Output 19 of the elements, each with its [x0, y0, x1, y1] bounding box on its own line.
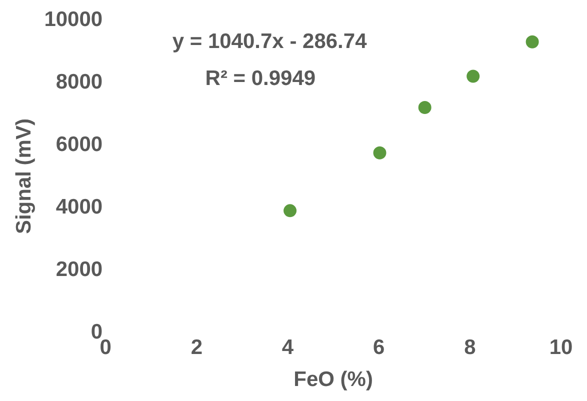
point: [284, 204, 297, 218]
x-tick-label: 10: [549, 336, 573, 359]
x-axis-title: FeO (%): [294, 368, 373, 392]
point: [526, 35, 539, 48]
y-tick-label: 8000: [56, 70, 103, 94]
annotation: y = 1040.7x - 286.74: [172, 30, 368, 53]
y-tick-label: 4000: [56, 195, 103, 218]
y-tick-label: 2000: [56, 258, 103, 281]
x-tick-label: 2: [190, 336, 203, 359]
y-axis-title: Signal (mV): [12, 118, 36, 234]
y-tick-label: 10000: [44, 8, 103, 31]
y-tick-label: 6000: [56, 132, 103, 156]
point: [418, 101, 432, 114]
x-tick-label: 8: [464, 336, 476, 359]
x-tick-label: 4: [282, 336, 294, 359]
point: [373, 146, 386, 160]
x-tick-label: 6: [372, 336, 385, 359]
point: [466, 70, 480, 83]
annotation: R² = 0.9949: [205, 67, 316, 90]
